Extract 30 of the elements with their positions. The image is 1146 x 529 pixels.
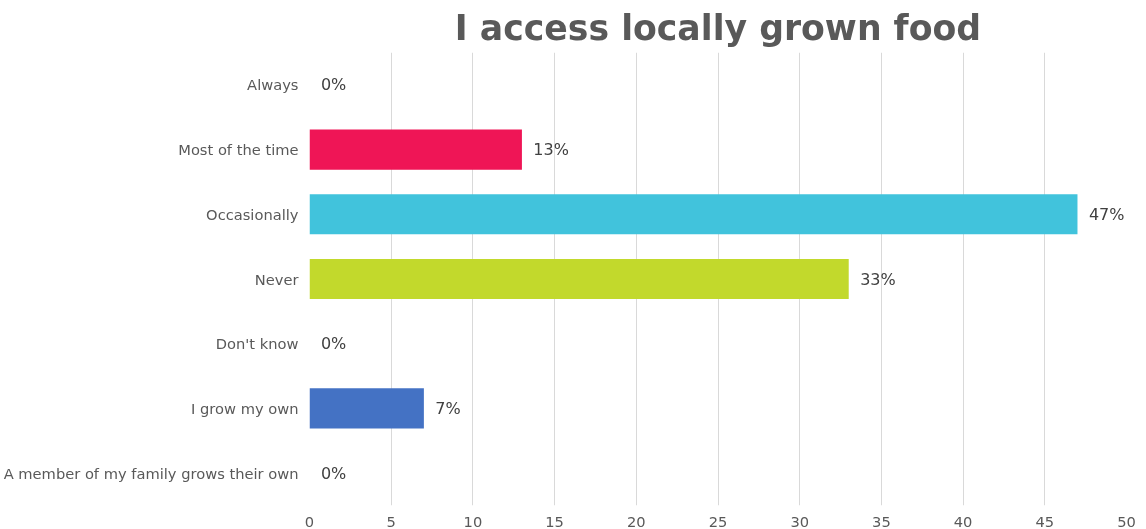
y-tick-label: Occasionally (206, 205, 299, 223)
y-tick-label: Never (254, 270, 300, 288)
x-tick-label: 20 (626, 512, 646, 529)
data-label: 7% (435, 398, 461, 418)
x-tick-label: 40 (953, 512, 973, 529)
x-tick-label: 35 (872, 512, 891, 529)
data-label: 0% (320, 463, 347, 483)
chart-title: I access locally grown food (454, 7, 982, 48)
x-tick-label: 0 (304, 512, 315, 529)
x-tick-label: 25 (708, 512, 728, 529)
x-tick-label: 10 (463, 512, 483, 529)
x-tick-label: 50 (1117, 512, 1136, 529)
x-tick-label: 45 (1035, 512, 1055, 529)
data-label: 33% (860, 269, 896, 289)
data-label: 0% (320, 75, 347, 95)
data-label: 0% (320, 334, 347, 354)
y-tick-label: I grow my own (191, 399, 299, 417)
x-tick-label: 30 (790, 512, 810, 529)
bar (309, 388, 424, 429)
bar (309, 194, 1078, 235)
x-tick-label: 5 (386, 512, 396, 529)
bar (309, 129, 522, 170)
y-tick-label: Most of the time (178, 141, 299, 159)
y-tick-label: A member of my family grows their own (3, 464, 299, 482)
y-tick-label: Always (247, 76, 299, 94)
data-label: 47% (1088, 204, 1125, 224)
data-label: 13% (533, 140, 569, 160)
y-tick-label: Don't know (215, 335, 299, 353)
bar (309, 258, 849, 300)
x-tick-label: 15 (545, 512, 564, 529)
